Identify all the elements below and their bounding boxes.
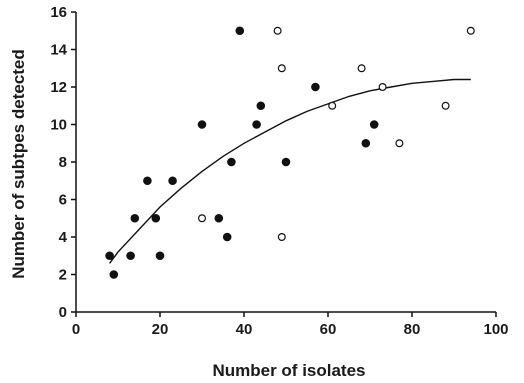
- filled-point: [256, 101, 266, 111]
- y-tick-label: 4: [59, 229, 68, 246]
- open-point: [273, 26, 282, 35]
- x-tick-label: 40: [236, 321, 253, 338]
- filled-point: [168, 176, 177, 186]
- x-axis-title: Number of isolates: [212, 361, 365, 380]
- filled-point: [235, 26, 245, 36]
- open-point: [328, 101, 337, 110]
- x-tick-label: 60: [320, 321, 337, 338]
- filled-point: [105, 251, 114, 261]
- open-point: [277, 64, 286, 73]
- y-tick-label: 12: [50, 79, 67, 96]
- y-tick-label: 10: [50, 117, 67, 134]
- trend-curve: [109, 78, 471, 264]
- filled-point: [130, 213, 140, 223]
- filled-point: [109, 270, 119, 279]
- x-tick-label: 100: [483, 321, 508, 338]
- open-point: [441, 101, 450, 110]
- open-point: [378, 82, 387, 91]
- filled-point: [197, 120, 207, 129]
- x-tick-label: 80: [404, 321, 421, 338]
- y-tick-label: 8: [59, 154, 67, 171]
- y-tick-label: 6: [59, 192, 67, 209]
- filled-point: [252, 120, 261, 129]
- filled-point: [155, 251, 165, 261]
- x-tick-label: 0: [72, 321, 80, 338]
- y-tick-label: 16: [50, 4, 67, 21]
- filled-point: [214, 213, 224, 223]
- filled-point: [126, 251, 135, 261]
- filled-point: [143, 176, 152, 186]
- plot-area: 0 2 4 6 8 10 12 14 16 0 20 40 60 80 100: [50, 4, 508, 338]
- open-point: [277, 233, 286, 242]
- y-tick-label: 0: [59, 304, 67, 321]
- y-tick-label: 2: [59, 267, 67, 284]
- filled-point: [361, 138, 371, 148]
- open-point: [395, 139, 404, 148]
- filled-point: [369, 120, 379, 129]
- x-tick-label: 20: [152, 321, 169, 338]
- y-axis-title: Number of subtpes detected: [9, 49, 28, 279]
- filled-point: [281, 157, 291, 167]
- filled-point: [222, 232, 232, 242]
- filled-point: [151, 213, 161, 223]
- open-point: [198, 214, 207, 223]
- filled-point: [311, 82, 320, 92]
- filled-point: [227, 157, 236, 167]
- open-point: [466, 26, 475, 35]
- open-point: [357, 64, 366, 73]
- y-tick-label: 14: [50, 42, 67, 59]
